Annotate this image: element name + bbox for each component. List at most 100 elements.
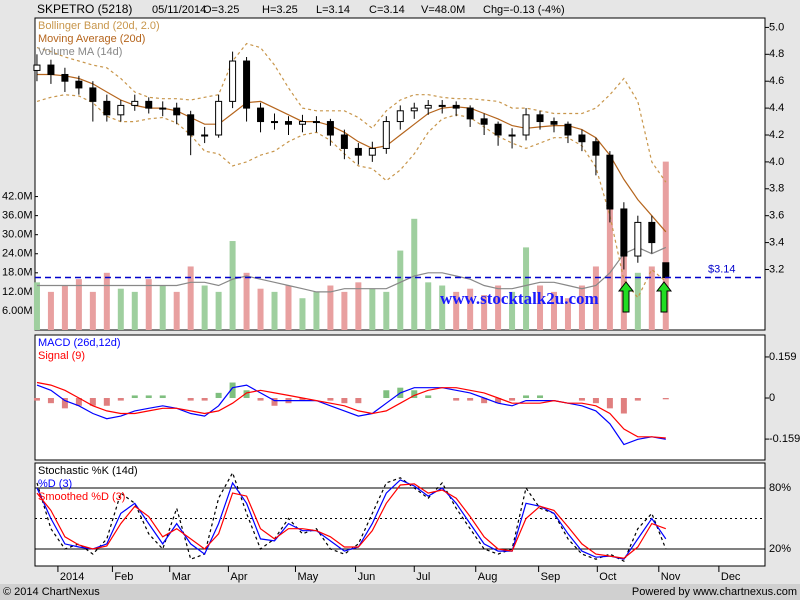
histogram-bar bbox=[495, 398, 502, 404]
volume-bar bbox=[369, 288, 376, 330]
candle-body bbox=[284, 121, 292, 125]
x-tick-label: Sep bbox=[541, 571, 561, 583]
histogram-bar bbox=[187, 398, 194, 401]
histogram-bar bbox=[453, 398, 460, 401]
date: 05/11/2014 bbox=[152, 4, 206, 16]
candle-body bbox=[452, 104, 460, 109]
x-tick-label: Nov bbox=[661, 571, 681, 583]
volume-bar bbox=[285, 285, 292, 330]
volume-bar bbox=[257, 288, 264, 330]
histogram-bar bbox=[75, 398, 82, 406]
candle-body bbox=[550, 121, 558, 125]
y-tick-label: 3.4 bbox=[769, 236, 784, 248]
candle-body bbox=[382, 121, 390, 149]
arrow bbox=[655, 281, 673, 313]
candle-body bbox=[117, 104, 125, 116]
volume-bar bbox=[145, 279, 152, 330]
histogram-bar bbox=[103, 398, 110, 406]
x-tick-label: Jun bbox=[358, 571, 376, 583]
x-tick-label: 2014 bbox=[60, 571, 84, 583]
volume-bar bbox=[467, 288, 474, 330]
close: C=3.14 bbox=[369, 4, 405, 16]
volume-bar bbox=[159, 285, 166, 330]
x-tick-label: Feb bbox=[114, 571, 133, 583]
volume-bar bbox=[341, 291, 348, 330]
footer-bar bbox=[0, 584, 800, 600]
histogram-bar bbox=[229, 382, 236, 399]
candle-body bbox=[648, 221, 656, 244]
stochastic-line bbox=[36, 479, 667, 560]
histogram-bar bbox=[257, 398, 264, 401]
volume-bar bbox=[187, 266, 194, 330]
y-tick-label: 4.4 bbox=[769, 102, 784, 114]
histogram-bar bbox=[523, 395, 530, 399]
candle-body bbox=[215, 100, 223, 136]
candle-body bbox=[396, 110, 404, 123]
candle-body bbox=[159, 107, 167, 110]
x-tick-label: Apr bbox=[230, 571, 247, 583]
histogram-bar bbox=[327, 398, 334, 401]
moving-average bbox=[37, 73, 667, 233]
volume-bar bbox=[523, 247, 530, 330]
volume-bar bbox=[439, 285, 446, 330]
arrow bbox=[617, 281, 635, 313]
low: L=3.14 bbox=[316, 4, 350, 16]
candle-body bbox=[424, 104, 432, 109]
volume-bar bbox=[131, 291, 138, 330]
y-tick-label: 4.2 bbox=[769, 129, 784, 141]
y-tick-label: 4.8 bbox=[769, 48, 784, 60]
legend-entry: %D (3) bbox=[38, 478, 72, 490]
candle-body bbox=[131, 100, 139, 106]
histogram-bar bbox=[47, 398, 54, 404]
histogram-bar bbox=[131, 395, 138, 399]
candle-body bbox=[201, 134, 209, 137]
open: O=3.25 bbox=[203, 4, 239, 16]
y2-tick-label: 42.0M bbox=[2, 190, 33, 202]
volume-bar bbox=[648, 266, 655, 330]
histogram-bar bbox=[271, 398, 278, 406]
volume-bar bbox=[47, 291, 54, 330]
histogram-bar bbox=[662, 398, 669, 400]
volume-bar bbox=[229, 241, 236, 330]
candle-body bbox=[33, 64, 41, 71]
y-tick-label: 20% bbox=[769, 543, 791, 555]
histogram-bar bbox=[467, 398, 474, 401]
candle-body bbox=[592, 141, 600, 156]
candle-body bbox=[173, 107, 181, 116]
x-tick-label: Dec bbox=[721, 571, 741, 583]
volume-bar bbox=[578, 285, 585, 330]
histogram-bar bbox=[578, 398, 585, 401]
y2-tick-label: 30.0M bbox=[2, 229, 33, 241]
candle-body bbox=[312, 121, 320, 124]
candle-body bbox=[438, 104, 446, 107]
candle-body bbox=[634, 221, 642, 257]
y-tick-label: 3.2 bbox=[769, 263, 784, 275]
volume-bar bbox=[481, 295, 488, 330]
legend-entry: Signal (9) bbox=[38, 350, 85, 362]
volume-bar bbox=[299, 298, 306, 330]
x-tick-label: Aug bbox=[478, 571, 498, 583]
x-tick-label: Oct bbox=[599, 571, 616, 583]
legend-entry: Moving Average (20d) bbox=[38, 33, 145, 45]
y-tick-label: 0.159 bbox=[769, 351, 797, 363]
reference-label: $3.14 bbox=[708, 263, 736, 275]
watermark: www.stocktalk2u.com bbox=[440, 289, 599, 308]
volume-bar bbox=[537, 285, 544, 330]
candle-body bbox=[508, 134, 516, 137]
volume-bar bbox=[355, 282, 362, 330]
volume-bar bbox=[75, 279, 82, 330]
candle-body bbox=[61, 73, 69, 82]
candle-body bbox=[354, 147, 362, 156]
candle-body bbox=[368, 147, 376, 156]
histogram-bar bbox=[341, 398, 348, 404]
x-tick-label: May bbox=[297, 571, 318, 583]
candle-body bbox=[494, 123, 502, 136]
volume-bar bbox=[662, 161, 669, 330]
y-tick-label: 0 bbox=[769, 392, 775, 404]
candle-body bbox=[271, 121, 279, 124]
volume-bar bbox=[61, 285, 68, 330]
powered-by: Powered by www.chartnexus.com bbox=[632, 586, 797, 598]
bollinger-upper bbox=[36, 42, 667, 183]
legend-entry: MACD (26d,12d) bbox=[38, 337, 121, 349]
